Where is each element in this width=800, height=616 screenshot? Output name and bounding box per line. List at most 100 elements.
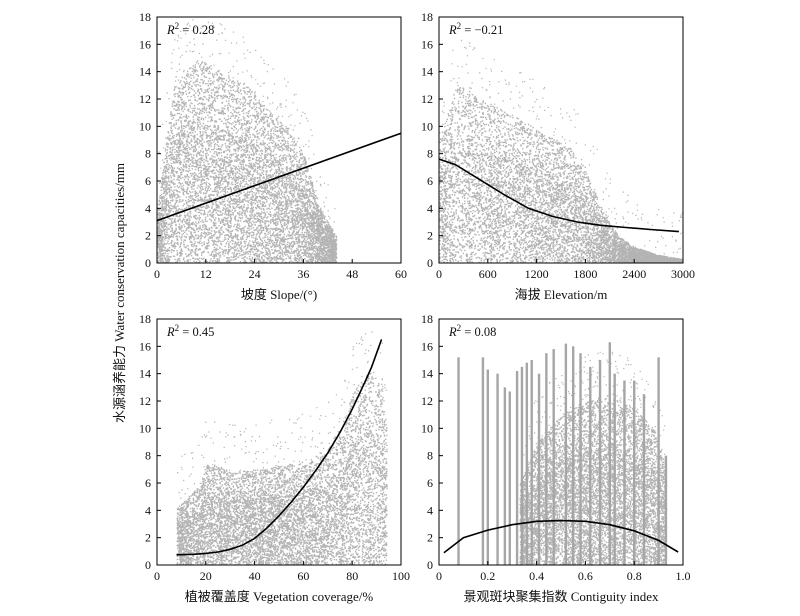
x-tick-label: 1800 bbox=[573, 267, 597, 281]
y-tick-label: 16 bbox=[139, 37, 151, 51]
scatter-spike-16 bbox=[579, 353, 582, 565]
y-tick-label: 6 bbox=[427, 174, 433, 188]
x-tick-label: 2400 bbox=[622, 267, 646, 281]
y-tick-label: 10 bbox=[421, 421, 433, 435]
fit-line bbox=[443, 519, 679, 554]
y-tick-label: 16 bbox=[421, 339, 433, 353]
x-tick-label: 60 bbox=[395, 267, 407, 281]
chart-panel-2: 0 600 1200 1800 2400 3000 0 2 4 6 8 10 12 14 16 18 海拔 El… bbox=[421, 10, 695, 302]
y-tick-label: 4 bbox=[427, 503, 433, 517]
x-tick-label: 12 bbox=[200, 267, 212, 281]
scatter-spike-10 bbox=[530, 360, 533, 565]
y-tick-label: 8 bbox=[427, 147, 433, 161]
x-tick-label: 0.8 bbox=[627, 569, 642, 583]
scatter-spike-15 bbox=[572, 346, 575, 565]
x-tick-label: 20 bbox=[200, 569, 212, 583]
scatter-points bbox=[176, 331, 388, 565]
x-tick-label: 1.0 bbox=[676, 569, 691, 583]
chart-panel-4: 0 0.2 0.4 0.6 0.8 1.0 0 2 4 6 8 10 12 14 16 18 景观斑块聚集指数 … bbox=[421, 312, 691, 604]
y-tick-label: 18 bbox=[421, 10, 433, 24]
plot-frame bbox=[438, 16, 684, 264]
x-axis-title: 坡度 Slope/(°) bbox=[241, 287, 317, 302]
fit-line bbox=[156, 132, 402, 222]
scatter-points bbox=[157, 17, 338, 263]
y-tick-label: 14 bbox=[421, 367, 433, 381]
x-tick-label: 3000 bbox=[671, 267, 695, 281]
y-tick-label: 14 bbox=[421, 65, 433, 79]
fit-line bbox=[438, 158, 679, 233]
scatter-cloud bbox=[439, 39, 683, 263]
plot-frame bbox=[438, 318, 684, 566]
y-tick-label: 0 bbox=[145, 256, 151, 270]
scatter-spike-24 bbox=[657, 357, 660, 565]
scatter-spike-11 bbox=[537, 373, 541, 565]
scatter-spike-1 bbox=[457, 357, 460, 565]
scatter-spike-2 bbox=[481, 357, 485, 565]
fit-line bbox=[176, 339, 383, 556]
y-tick-label: 8 bbox=[427, 449, 433, 463]
scatter-spike-19 bbox=[608, 342, 611, 565]
y-tick-label: 0 bbox=[427, 558, 433, 572]
scatter-spike-9 bbox=[525, 362, 529, 565]
scatter-spike-17 bbox=[589, 366, 592, 565]
x-tick-label: 0.4 bbox=[529, 569, 544, 583]
x-axis-title: 景观斑块聚集指数 Contiguity index bbox=[463, 589, 659, 604]
y-tick-label: 2 bbox=[145, 229, 151, 243]
y-tick-label: 6 bbox=[145, 174, 151, 188]
x-tick-label: 80 bbox=[346, 569, 358, 583]
scatter-cloud bbox=[176, 331, 388, 565]
scatter-spike-14 bbox=[564, 343, 568, 565]
scatter-spike-7 bbox=[515, 370, 519, 565]
scatter-points bbox=[457, 342, 668, 565]
r-squared-annotation: R2 = 0.08 bbox=[448, 323, 496, 339]
r-squared-annotation: R2 = −0.21 bbox=[448, 21, 503, 37]
y-tick-label: 2 bbox=[427, 531, 433, 545]
y-tick-label: 16 bbox=[421, 37, 433, 51]
r-squared-annotation: R2 = 0.28 bbox=[166, 21, 214, 37]
scatter-spike-3 bbox=[486, 369, 489, 565]
scatter-spike-13 bbox=[552, 349, 555, 565]
x-tick-label: 1200 bbox=[525, 267, 549, 281]
x-tick-label: 600 bbox=[479, 267, 497, 281]
y-tick-label: 14 bbox=[139, 367, 151, 381]
y-tick-label: 18 bbox=[139, 10, 151, 24]
y-tick-label: 4 bbox=[145, 201, 151, 215]
x-axis-title: 海拔 Elevation/m bbox=[515, 287, 608, 302]
x-tick-label: 40 bbox=[249, 569, 261, 583]
y-tick-label: 10 bbox=[421, 119, 433, 133]
y-tick-label: 0 bbox=[427, 256, 433, 270]
scatter-spike-21 bbox=[623, 380, 626, 565]
y-tick-label: 10 bbox=[139, 421, 151, 435]
y-tick-label: 10 bbox=[139, 119, 151, 133]
scatter-cloud bbox=[157, 17, 338, 263]
x-tick-label: 0.6 bbox=[578, 569, 593, 583]
x-tick-label: 100 bbox=[392, 569, 410, 583]
x-tick-label: 0 bbox=[436, 569, 442, 583]
y-tick-label: 4 bbox=[427, 201, 433, 215]
y-tick-label: 4 bbox=[145, 503, 151, 517]
x-tick-label: 60 bbox=[297, 569, 309, 583]
x-tick-label: 0 bbox=[154, 267, 160, 281]
scatter-spike-6 bbox=[508, 391, 511, 565]
y-tick-label: 12 bbox=[139, 394, 151, 408]
x-axis-title: 植被覆盖度 Vegetation coverage/% bbox=[185, 589, 374, 604]
y-tick-label: 2 bbox=[145, 531, 151, 545]
chart-panel-3: 0 20 40 60 80 100 0 2 4 6 8 10 12 14 16 18 植被覆盖度 Vegetat… bbox=[139, 312, 410, 604]
x-tick-label: 36 bbox=[297, 267, 309, 281]
x-tick-label: 0 bbox=[154, 569, 160, 583]
y-tick-label: 12 bbox=[421, 92, 433, 106]
plot-frame bbox=[156, 16, 402, 264]
y-tick-label: 8 bbox=[145, 449, 151, 463]
plot-frame bbox=[156, 318, 402, 566]
scatter-spike-18 bbox=[598, 360, 602, 565]
x-tick-label: 24 bbox=[249, 267, 261, 281]
y-tick-label: 2 bbox=[427, 229, 433, 243]
x-tick-label: 0 bbox=[436, 267, 442, 281]
y-tick-label: 14 bbox=[139, 65, 151, 79]
y-tick-label: 12 bbox=[139, 92, 151, 106]
r-squared-annotation: R2 = 0.45 bbox=[166, 323, 214, 339]
y-tick-label: 18 bbox=[421, 312, 433, 326]
y-tick-label: 0 bbox=[145, 558, 151, 572]
